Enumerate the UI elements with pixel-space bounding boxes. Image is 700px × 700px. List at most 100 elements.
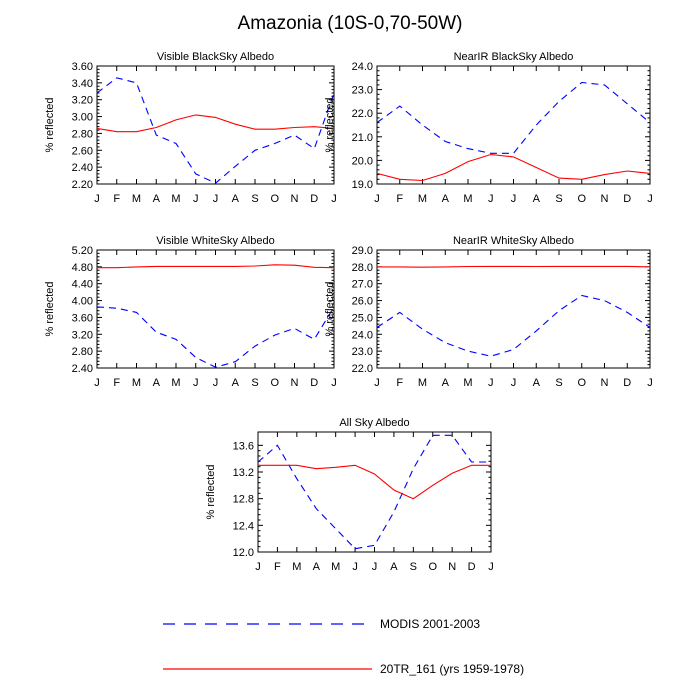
- x-tick-label: A: [232, 193, 240, 205]
- x-tick-label: M: [463, 377, 472, 389]
- y-tick-label: 20.0: [352, 155, 373, 167]
- y-tick-label: 12.4: [233, 520, 254, 532]
- panel-2: NearIR BlackSky Albedo 19.0 20.0 21.0 22.0 23…: [324, 51, 653, 205]
- series-modis-line: [376, 294, 651, 357]
- x-tick-label: A: [533, 377, 541, 389]
- panel-3: Visible WhiteSky Albedo 2.40 2.80 3.20 3.60 4…: [44, 235, 337, 389]
- x-tick-label: J: [488, 193, 494, 205]
- x-tick-label: M: [171, 377, 180, 389]
- x-tick-label: D: [310, 193, 318, 205]
- y-axis-label: % reflected: [324, 97, 336, 152]
- y-tick-label: 24.0: [352, 329, 373, 341]
- panel-title: NearIR WhiteSky Albedo: [453, 235, 574, 247]
- x-tick-label: A: [153, 193, 161, 205]
- y-tick-label: 19.0: [352, 179, 373, 191]
- y-tick-label: 21.0: [352, 132, 373, 144]
- series-modis-line: [96, 306, 335, 368]
- x-tick-label: D: [623, 377, 631, 389]
- y-tick-label: 13.2: [233, 467, 254, 479]
- x-tick-label: J: [511, 377, 517, 389]
- x-tick-label: J: [647, 193, 653, 205]
- series-modis-line: [376, 81, 651, 154]
- y-tick-label: 2.60: [72, 145, 93, 157]
- series-model-line: [377, 265, 651, 268]
- x-tick-label: S: [410, 561, 417, 573]
- x-tick-label: F: [113, 193, 120, 205]
- y-tick-label: 2.40: [72, 363, 93, 375]
- y-tick-label: 2.20: [72, 179, 93, 191]
- y-tick-label: 24.0: [352, 61, 373, 73]
- plot-frame: [96, 249, 335, 369]
- x-tick-label: J: [374, 377, 380, 389]
- x-tick-label: M: [418, 377, 427, 389]
- series-modis-line: [257, 434, 491, 550]
- x-tick-label: M: [292, 561, 301, 573]
- series-model-line: [97, 264, 335, 269]
- x-tick-label: N: [448, 561, 456, 573]
- x-tick-label: M: [331, 561, 340, 573]
- x-tick-label: D: [623, 193, 631, 205]
- panel-title: Visible WhiteSky Albedo: [156, 235, 274, 247]
- y-tick-label: 12.0: [233, 547, 254, 559]
- series-model-line: [258, 464, 491, 500]
- x-tick-label: D: [310, 377, 318, 389]
- panel-4: NearIR WhiteSky Albedo 22.0 23.0 24.0 25.0 26…: [324, 235, 653, 389]
- x-tick-label: O: [270, 193, 279, 205]
- x-tick-label: S: [251, 377, 258, 389]
- x-tick-label: J: [488, 377, 494, 389]
- x-tick-label: J: [331, 377, 337, 389]
- y-tick-label: 26.0: [352, 296, 373, 308]
- y-axis-label: % reflected: [324, 281, 336, 336]
- x-tick-label: S: [555, 193, 562, 205]
- y-tick-label: 4.00: [72, 296, 93, 308]
- plot-frame: [257, 431, 492, 553]
- y-tick-label: 5.20: [72, 245, 93, 257]
- x-tick-label: J: [488, 561, 494, 573]
- y-tick-label: 28.0: [352, 262, 373, 274]
- x-tick-label: N: [291, 377, 299, 389]
- x-tick-label: J: [647, 377, 653, 389]
- x-tick-label: S: [555, 377, 562, 389]
- x-tick-label: F: [396, 377, 403, 389]
- y-tick-label: 23.0: [352, 85, 373, 97]
- x-tick-label: A: [533, 193, 541, 205]
- y-axis-label: % reflected: [205, 464, 217, 519]
- x-tick-label: O: [428, 561, 437, 573]
- y-tick-label: 3.20: [72, 329, 93, 341]
- y-tick-label: 27.0: [352, 279, 373, 291]
- x-tick-label: J: [94, 377, 100, 389]
- y-tick-label: 22.0: [352, 363, 373, 375]
- x-tick-label: A: [313, 561, 321, 573]
- y-tick-label: 3.40: [72, 78, 93, 90]
- y-tick-label: 2.80: [72, 128, 93, 140]
- y-tick-label: 3.60: [72, 61, 93, 73]
- y-axis-label: % reflected: [44, 281, 56, 336]
- page-title: Amazonia (10S-0,70-50W): [237, 13, 463, 34]
- x-tick-label: N: [601, 193, 609, 205]
- y-tick-label: 22.0: [352, 108, 373, 120]
- x-tick-label: J: [511, 193, 517, 205]
- x-tick-label: J: [372, 561, 378, 573]
- x-tick-label: N: [291, 193, 299, 205]
- plot-frame: [96, 65, 335, 185]
- x-tick-label: N: [601, 377, 609, 389]
- x-tick-label: S: [251, 193, 258, 205]
- x-tick-label: M: [132, 193, 141, 205]
- y-tick-label: 23.0: [352, 346, 373, 358]
- y-tick-label: 25.0: [352, 312, 373, 324]
- x-tick-label: M: [171, 193, 180, 205]
- x-tick-label: A: [153, 377, 161, 389]
- series-model-line: [96, 114, 335, 133]
- panel-title: Visible BlackSky Albedo: [157, 51, 274, 63]
- panel-title: NearIR BlackSky Albedo: [454, 51, 574, 63]
- x-tick-label: A: [390, 561, 398, 573]
- x-tick-label: D: [468, 561, 476, 573]
- x-tick-label: A: [442, 193, 450, 205]
- x-tick-label: J: [331, 193, 337, 205]
- series-modis-line: [96, 77, 335, 184]
- y-tick-label: 3.60: [72, 312, 93, 324]
- x-tick-label: F: [113, 377, 120, 389]
- x-tick-label: M: [463, 193, 472, 205]
